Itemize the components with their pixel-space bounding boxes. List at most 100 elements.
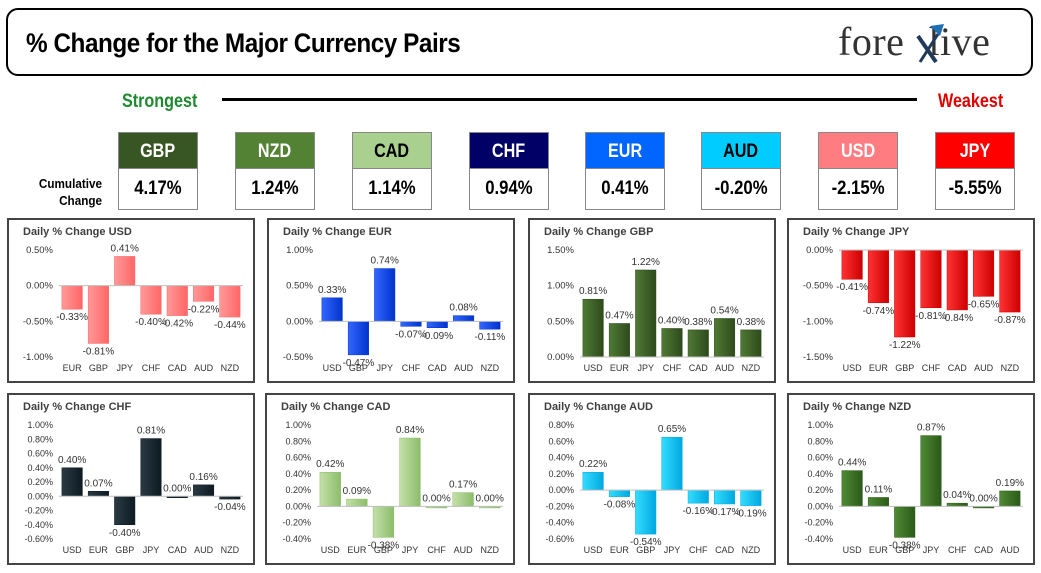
bar-chart-svg: 1.00% 0.50% 0.00% -0.50% 0.33% USD -0.47%GBP 0.… — [283, 245, 506, 373]
forexlive-logo: fore live — [838, 18, 990, 65]
bar-gbp — [894, 506, 916, 538]
data-label: -0.84% — [941, 313, 973, 324]
x-category-label: GBP — [895, 363, 914, 373]
page-title: % Change for the Major Currency Pairs — [26, 28, 461, 58]
bar-aud — [193, 484, 215, 497]
currency-box-chf: CHF 0.94% — [469, 132, 549, 210]
y-tick-label: 1.00% — [547, 281, 574, 292]
chart-title: Daily % Change AUD — [544, 401, 654, 413]
data-label: -0.22% — [188, 304, 220, 315]
data-label: 0.44% — [838, 458, 866, 469]
x-category-label: JPY — [376, 363, 393, 373]
bar-jpy — [635, 269, 657, 358]
y-tick-label: 1.50% — [547, 245, 574, 256]
bar-chf — [140, 285, 162, 315]
y-tick-label: 1.00% — [286, 245, 313, 256]
x-category-label: AUD — [454, 545, 474, 555]
y-tick-label: 0.20% — [27, 477, 53, 487]
currency-cumulative-value: 0.41% — [585, 169, 665, 210]
bar-nzd — [479, 321, 501, 330]
chart-panel-1: Daily % Change USD 0.50% 0.00% -0.50% -1.00%… — [7, 218, 255, 383]
weakest-label: Weakest — [938, 91, 1004, 112]
data-label: 0.84% — [396, 425, 424, 436]
chart-panel-5: Daily % Change CHF 1.00% 0.80% 0.60% 0.40% 0.… — [7, 393, 255, 565]
x-category-label: EUR — [869, 545, 889, 555]
currency-name: GBP — [118, 132, 198, 169]
currency-name: NZD — [235, 132, 315, 169]
x-category-label: CAD — [168, 363, 188, 373]
y-tick-label: 0.50% — [547, 316, 574, 327]
y-tick-label: 0.60% — [285, 453, 311, 463]
chart-title: Daily % Change NZD — [803, 401, 912, 413]
bar-jpy — [140, 438, 162, 497]
bar-jpy — [920, 435, 942, 507]
data-label: -0.81% — [83, 346, 115, 357]
bar-jpy — [661, 436, 683, 491]
bar-eur — [61, 285, 83, 310]
bar-gbp — [894, 249, 916, 338]
x-category-label: NZD — [221, 545, 240, 555]
x-category-label: CHF — [922, 363, 941, 373]
bar-chart-svg: 1.00% 0.80% 0.60% 0.40% 0.20% 0.00% -0.20% -0.4… — [804, 420, 1024, 555]
data-label: 0.00% — [476, 493, 504, 504]
x-category-label: JPY — [637, 363, 654, 373]
y-tick-label: 0.50% — [286, 281, 313, 292]
y-tick-label: -0.20% — [282, 518, 311, 528]
data-label: 0.38% — [684, 317, 712, 328]
y-tick-label: 0.60% — [27, 449, 53, 459]
currency-name: JPY — [935, 132, 1015, 169]
bar-aud — [973, 249, 995, 297]
data-label: 0.00% — [422, 493, 450, 504]
bar-usd — [61, 467, 83, 497]
bar-usd — [321, 297, 343, 322]
y-tick-label: 0.20% — [807, 485, 833, 495]
y-tick-label: 0.20% — [548, 469, 574, 479]
cumulative-change-label: Cumulative Change — [32, 175, 102, 209]
currency-box-eur: EUR 0.41% — [585, 132, 665, 210]
data-label: 0.04% — [943, 490, 971, 501]
y-tick-label: 0.00% — [285, 501, 311, 511]
bar-usd — [841, 249, 863, 280]
data-label: 0.08% — [449, 303, 477, 314]
data-label: -0.65% — [968, 299, 1000, 310]
data-label: -0.74% — [863, 306, 895, 317]
x-category-label: EUR — [610, 363, 630, 373]
bar-aud — [452, 492, 474, 507]
bar-aud — [193, 285, 215, 302]
x-category-label: EUR — [89, 545, 109, 555]
y-tick-label: 0.00% — [26, 281, 53, 292]
y-tick-label: -0.20% — [24, 506, 53, 516]
bar-usd — [582, 471, 604, 491]
strongest-label: Strongest — [122, 91, 198, 112]
x-category-label: AUD — [194, 545, 214, 555]
y-tick-label: -1.00% — [23, 352, 54, 363]
y-tick-label: -0.60% — [24, 534, 53, 544]
y-tick-label: -1.00% — [803, 316, 834, 327]
x-category-label: CHF — [142, 363, 161, 373]
chart-title: Daily % Change GBP — [544, 226, 654, 238]
y-tick-label: 1.00% — [807, 420, 833, 430]
y-tick-label: 0.00% — [806, 245, 833, 256]
currency-cumulative-value: -0.20% — [701, 169, 781, 210]
y-tick-label: -0.50% — [283, 352, 314, 363]
data-label: 0.54% — [710, 305, 738, 316]
data-label: 0.19% — [996, 478, 1024, 489]
chart-panel-2: Daily % Change EUR 1.00% 0.50% 0.00% -0.50% 0… — [267, 218, 515, 383]
currency-cumulative-value: 4.17% — [118, 169, 198, 210]
chart-title: Daily % Change USD — [23, 226, 132, 238]
y-tick-label: 0.60% — [548, 436, 574, 446]
chart-panel-8: Daily % Change NZD 1.00% 0.80% 0.60% 0.40% 0.… — [787, 393, 1035, 565]
data-label: -0.19% — [735, 509, 767, 520]
x-category-label: NZD — [742, 545, 761, 555]
x-category-label: CHF — [402, 363, 421, 373]
data-label: -0.81% — [915, 311, 947, 322]
data-label: 0.16% — [189, 472, 217, 483]
x-category-label: JPY — [923, 545, 940, 555]
data-label: -0.47% — [343, 358, 375, 369]
y-tick-label: -0.40% — [282, 534, 311, 544]
x-category-label: CHF — [948, 545, 967, 555]
bar-chart-svg: 0.00% -0.50% -1.00% -1.50% -0.41% USD -0.74% EU… — [803, 245, 1026, 373]
currency-cumulative-value: 1.14% — [352, 169, 432, 210]
x-category-label: NZD — [742, 363, 761, 373]
bar-eur — [867, 249, 889, 304]
